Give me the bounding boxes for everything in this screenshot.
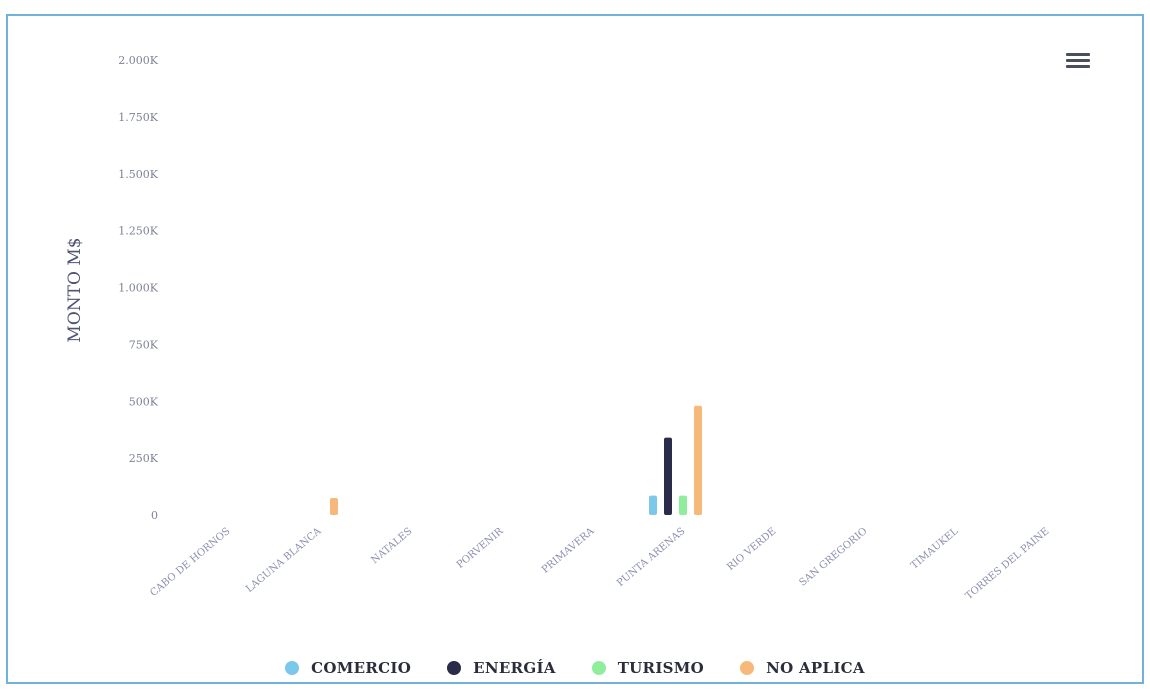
bar-comercio-5[interactable]	[649, 495, 657, 515]
bar-chart: MONTO M$ 0 250K 500K 750K 1.000K 1.250K 1.500K…	[65, 54, 1052, 602]
hamburger-menu-icon	[1066, 53, 1090, 56]
legend-marker-icon	[591, 661, 606, 675]
x-tick-label: PORVENIR	[455, 526, 506, 571]
y-tick-label: 2.000K	[118, 54, 158, 67]
legend-marker-icon	[285, 661, 300, 675]
legend-item-turismo[interactable]: TURISMO	[591, 659, 705, 677]
bar-turismo-5[interactable]	[679, 495, 687, 515]
legend-label: COMERCIO	[311, 659, 412, 677]
chart-menu-button[interactable]	[1064, 50, 1092, 74]
chart-legend: COMERCIO ENERGÍA TURISMO NO APLICA	[0, 654, 1150, 682]
y-tick-label: 250K	[129, 452, 159, 465]
y-tick-label: 1.250K	[118, 225, 158, 238]
legend-label: ENERGÍA	[473, 659, 556, 677]
legend-marker-icon	[447, 661, 462, 675]
x-tick-label: RIO VERDE	[725, 526, 778, 573]
bar-no-aplica-1[interactable]	[330, 497, 338, 515]
legend-item-comercio[interactable]: COMERCIO	[285, 659, 411, 677]
y-tick-label: 1.000K	[118, 282, 158, 295]
y-tick-label: 750K	[129, 338, 159, 351]
x-tick-label: CABO DE HORNOS	[148, 526, 232, 599]
x-tick-label: TIMAUKEL	[909, 526, 961, 572]
y-tick-label: 500K	[129, 395, 159, 408]
legend-label: NO APLICA	[766, 659, 865, 677]
x-tick-label: PUNTA ARENAS	[615, 526, 687, 589]
y-tick-label: 1.750K	[118, 111, 158, 124]
x-tick-label: PRIMAVERA	[540, 525, 597, 575]
legend-item-no-aplica[interactable]: NO APLICA	[740, 659, 865, 677]
y-axis-label: MONTO M$	[65, 237, 85, 342]
x-tick-label: TORRES DEL PAINE	[964, 526, 1052, 602]
x-tick-label: NATALES	[369, 526, 414, 566]
legend-marker-icon	[740, 661, 755, 675]
bar-no-aplica-5[interactable]	[694, 405, 702, 515]
y-tick-label: 1.500K	[118, 168, 158, 181]
legend-label: TURISMO	[617, 659, 705, 677]
bar-energ-a-5[interactable]	[664, 437, 672, 515]
chart-container	[6, 14, 1144, 684]
y-tick-label: 0	[151, 509, 158, 522]
legend-item-energ-a[interactable]: ENERGÍA	[447, 659, 556, 677]
x-tick-label: SAN GREGORIO	[797, 526, 869, 589]
x-tick-label: LAGUNA BLANCA	[244, 525, 324, 595]
